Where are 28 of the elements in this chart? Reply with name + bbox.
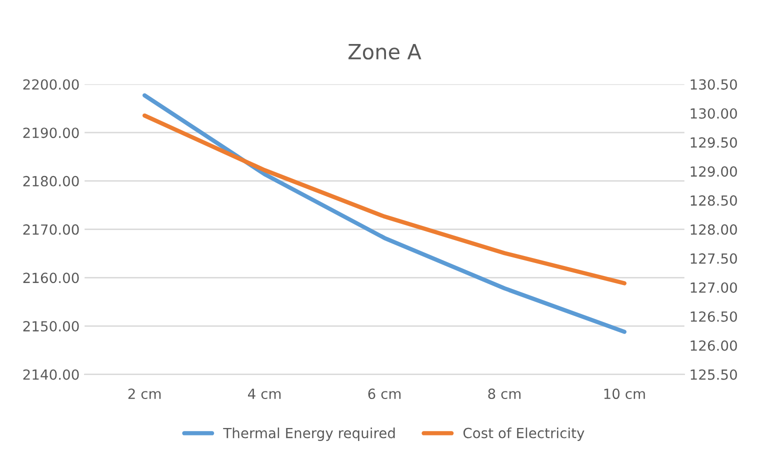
x-tick-label: 2 cm — [128, 388, 161, 400]
y-tick-label: 2180.00 — [23, 176, 79, 186]
y2-tick-label: 128.00 — [690, 224, 737, 235]
y-tick-label: 2200.00 — [23, 79, 79, 90]
y2-tick-label: 127.00 — [690, 282, 737, 293]
x-tick-label: 8 cm — [488, 388, 520, 400]
y-tick-label: 2140.00 — [23, 369, 79, 380]
x-tick-label: 10 cm — [604, 388, 645, 400]
line-series — [142, 113, 627, 286]
legend-label: Cost of Electricity — [463, 428, 584, 441]
y-tick-label: 2160.00 — [23, 272, 79, 284]
y2-tick-label: 126.00 — [690, 340, 737, 351]
y2-tick-label: 127.50 — [690, 253, 737, 264]
x-tick-label: 6 cm — [368, 388, 401, 400]
y2-tick-label: 128.50 — [690, 195, 737, 206]
y2-tick-label: 125.50 — [690, 369, 737, 380]
line-series — [142, 93, 627, 334]
y-tick-label: 2170.00 — [23, 224, 79, 235]
chart-title: Zone A — [348, 44, 422, 60]
y2-tick-label: 126.50 — [690, 311, 737, 322]
y-tick-label: 2150.00 — [23, 321, 79, 332]
y2-tick-label: 130.00 — [690, 108, 737, 119]
x-tick-label: 4 cm — [248, 388, 281, 400]
y2-tick-label: 129.50 — [690, 137, 737, 148]
legend-label: Thermal Energy required — [223, 428, 395, 441]
y2-tick-label: 129.00 — [690, 166, 737, 177]
y2-tick-label: 130.50 — [690, 79, 737, 90]
y-tick-label: 2190.00 — [23, 128, 79, 138]
